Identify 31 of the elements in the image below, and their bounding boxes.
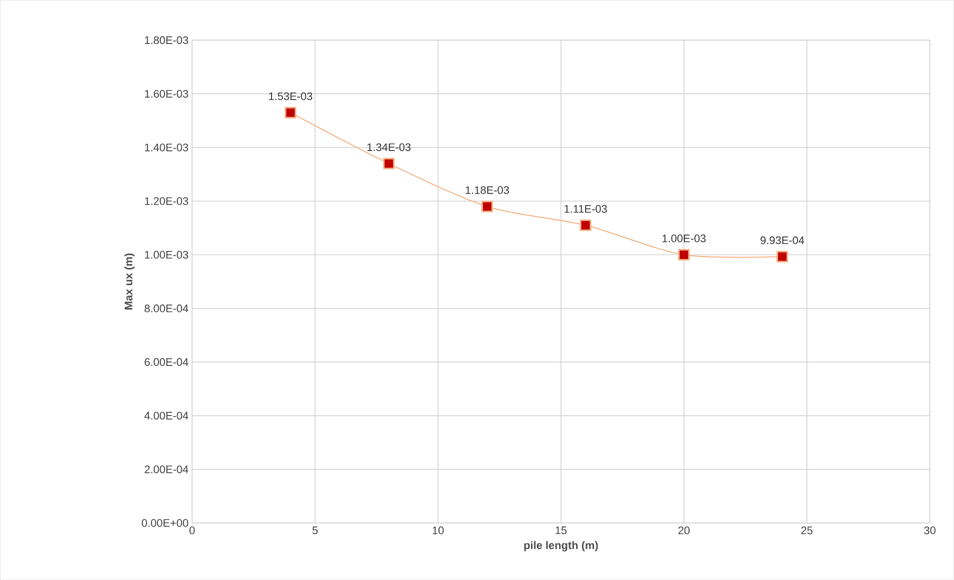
y-tick-label: 1.60E-03 <box>144 90 188 98</box>
data-label: 9.93E-04 <box>760 236 804 244</box>
x-tick-label: 10 <box>432 526 444 534</box>
point <box>383 158 395 170</box>
y-axis-title: Max ux (m) <box>124 253 135 310</box>
x-tick-label: 20 <box>678 526 690 534</box>
data-label: 1.00E-03 <box>662 234 706 242</box>
data-label: 1.34E-03 <box>367 143 411 152</box>
point <box>284 106 296 118</box>
data-label: 1.18E-03 <box>466 186 509 194</box>
x-tick-label: 15 <box>556 526 567 534</box>
y-tick-label: 6.00E-04 <box>144 358 188 366</box>
y-tick-label: 1.40E-03 <box>144 144 188 152</box>
point <box>580 219 592 231</box>
y-tick-label: 8.00E-04 <box>144 304 188 312</box>
y-tick-label: 2.00E-04 <box>144 465 188 474</box>
x-axis-title: pile length (m) <box>524 541 598 552</box>
x-tick-label: 25 <box>801 526 812 534</box>
point <box>678 248 690 260</box>
x-tick-label: 30 <box>924 526 936 534</box>
x-tick-label: 0 <box>189 526 195 534</box>
y-tick-label: 0.00E+00 <box>142 519 188 527</box>
point <box>481 200 493 212</box>
data-label: 1.11E-03 <box>564 204 607 213</box>
y-tick-label: 1.00E-03 <box>144 250 188 259</box>
data-label: 1.53E-03 <box>269 92 312 100</box>
x-tick-label: 5 <box>312 526 318 534</box>
y-tick-label: 1.80E-03 <box>144 36 188 44</box>
y-tick-label: 4.00E-04 <box>144 412 188 420</box>
point <box>776 250 788 262</box>
y-tick-label: 1.20E-03 <box>144 197 188 205</box>
